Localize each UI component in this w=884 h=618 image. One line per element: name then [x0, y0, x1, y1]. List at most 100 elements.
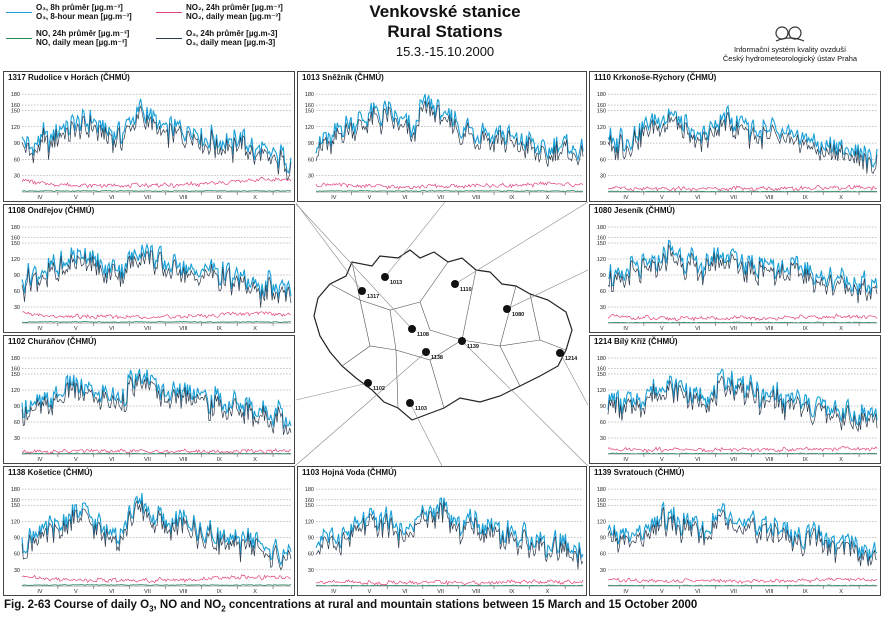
series-o3-24h-line [607, 111, 878, 175]
x-tick-label: VI [695, 589, 701, 595]
y-tick-label: 160 [305, 103, 314, 109]
y-tick-label: 90 [600, 536, 606, 542]
organisation: Informační systém kvality ovzduší Český … [700, 25, 880, 63]
y-tick-label: 180 [11, 487, 20, 493]
y-tick-label: 160 [597, 367, 606, 373]
x-tick-label: IX [509, 195, 515, 201]
series-o3-24h-line [21, 373, 292, 435]
district-border [499, 339, 541, 347]
station-marker [503, 305, 511, 313]
y-tick-label: 60 [308, 552, 314, 558]
series-o3-24h-line [607, 507, 878, 567]
x-tick-label: V [74, 326, 78, 332]
y-tick-label: 90 [308, 141, 314, 147]
x-tick-label: V [74, 457, 78, 463]
connector-line [384, 201, 446, 278]
panel-title: 1080 Jeseník (ČHMÚ) [594, 206, 675, 215]
series-no2-line [21, 574, 292, 584]
x-tick-label: IX [803, 195, 809, 201]
y-tick-label: 150 [305, 108, 314, 114]
y-tick-label: 120 [597, 257, 606, 263]
series-o3-8h-line [21, 242, 292, 300]
panel-title: 1139 Svratouch (ČHMÚ) [594, 468, 685, 477]
y-tick-label: 30 [308, 174, 314, 180]
series-no2-line [607, 577, 878, 584]
station-label: 1139 [467, 344, 479, 350]
y-tick-label: 30 [600, 568, 606, 574]
y-tick-label: 30 [14, 174, 20, 180]
x-tick-label: VII [730, 589, 737, 595]
y-tick-label: 90 [14, 404, 20, 410]
date-range: 15.3.-15.10.2000 [395, 44, 495, 59]
x-tick-label: IV [331, 195, 337, 201]
x-tick-label: VIII [765, 195, 774, 201]
series-no-line [21, 321, 292, 323]
panel-title: 1013 Sněžník (ČHMÚ) [302, 73, 384, 82]
x-tick-label: VI [695, 195, 701, 201]
x-tick-label: IX [217, 457, 223, 463]
x-tick-label: VII [144, 195, 151, 201]
x-tick-label: IV [37, 326, 43, 332]
x-tick-label: X [839, 326, 843, 332]
series-no-line [607, 321, 878, 324]
caption-part: Fig. 2-63 Course of daily O [4, 599, 150, 611]
station-marker [364, 379, 372, 387]
legend-label: NO, 24h průměr [µg.m⁻³] [36, 29, 130, 38]
x-tick-label: V [74, 195, 78, 201]
x-tick-label: V [660, 589, 664, 595]
connector-line [506, 269, 589, 310]
panel-title: 1138 Košetice (ČHMÚ) [8, 468, 93, 477]
x-tick-label: X [839, 195, 843, 201]
x-tick-label: VI [695, 326, 701, 332]
y-tick-label: 30 [308, 568, 314, 574]
series-o3-8h-line [21, 493, 292, 567]
x-tick-label: VII [730, 195, 737, 201]
y-tick-label: 120 [11, 519, 20, 525]
y-tick-label: 120 [305, 519, 314, 525]
x-tick-label: VI [109, 457, 115, 463]
y-tick-label: 30 [600, 174, 606, 180]
station-label: 1214 [565, 356, 578, 362]
x-tick-label: VI [109, 589, 115, 595]
y-tick-label: 30 [14, 305, 20, 311]
panel-1080: 1080 Jeseník (ČHMÚ) 30 60 90 120 150 160 180 IV… [589, 204, 881, 333]
series-no-line [607, 190, 878, 193]
series-o3-8h-line [607, 500, 878, 562]
x-tick-label: IV [623, 457, 629, 463]
x-tick-label: VIII [472, 195, 481, 201]
panel-title: 1214 Bílý Kříž (ČHMÚ) [594, 337, 678, 346]
y-tick-label: 150 [11, 108, 20, 114]
district-border [329, 283, 361, 301]
x-tick-label: X [253, 589, 257, 595]
district-border [499, 345, 521, 387]
y-tick-label: 90 [14, 536, 20, 542]
x-tick-label: VII [144, 326, 151, 332]
district-border [359, 299, 371, 347]
series-no2-line [21, 448, 291, 455]
series-no-line [21, 584, 291, 586]
legend-label: O₃, daily mean [µg.m-3] [186, 38, 276, 47]
y-tick-label: 150 [597, 108, 606, 114]
caption-part: , NO and NO [153, 599, 222, 611]
y-tick-label: 60 [14, 289, 20, 295]
y-tick-label: 60 [14, 157, 20, 163]
x-tick-label: V [74, 589, 78, 595]
station-marker [408, 325, 416, 333]
y-tick-label: 160 [305, 498, 314, 504]
y-tick-label: 30 [14, 436, 20, 442]
y-tick-label: 180 [11, 356, 20, 362]
station-label: 1102 [373, 386, 385, 392]
x-tick-label: VIII [179, 457, 188, 463]
y-tick-label: 120 [597, 125, 606, 131]
station-marker [381, 273, 389, 281]
panel-title: 1317 Rudolice v Horách (ČHMÚ) [8, 73, 130, 82]
station-marker [451, 280, 459, 288]
x-tick-label: VIII [179, 326, 188, 332]
y-tick-label: 30 [14, 568, 20, 574]
x-tick-label: IV [37, 195, 43, 201]
series-o3-24h-line [21, 499, 292, 571]
